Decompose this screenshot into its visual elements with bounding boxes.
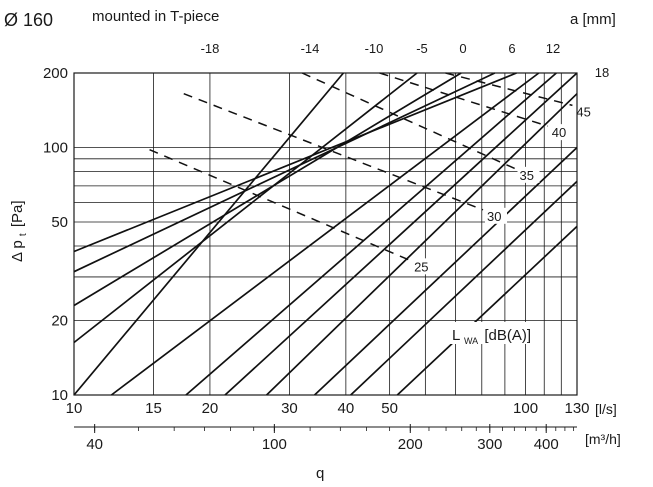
damper-line <box>396 225 578 396</box>
x-tick-label-m3h: 40 <box>86 436 103 453</box>
damper-line <box>73 72 496 273</box>
lwa-label-sub: WA <box>464 336 478 346</box>
y-axis-title-unit: [Pa] <box>9 200 26 227</box>
x-tick-label-m3h: 100 <box>262 436 287 453</box>
chart-subtitle: mounted in T-piece <box>92 8 219 25</box>
sound-contour-label-bg <box>485 207 508 224</box>
y-axis-title-sub: t <box>18 233 29 236</box>
y-axis-title: Δ p t [Pa] <box>9 200 30 262</box>
sound-contour-label: 25 <box>414 259 428 274</box>
damper-label: 18 <box>595 65 609 80</box>
x-tick-label-ls: 30 <box>281 400 298 417</box>
x-tick-label-ls: 40 <box>338 400 355 417</box>
damper-label: 12 <box>546 41 560 56</box>
y-tick-label: 20 <box>51 312 68 329</box>
lwa-label-main: L <box>452 327 460 344</box>
sound-contours: 25 30 35 40 45 <box>149 72 597 275</box>
sound-contour-label: 40 <box>552 125 566 140</box>
sound-contour-line <box>379 72 548 127</box>
damper-line <box>185 72 557 396</box>
lwa-label-bg <box>449 322 541 344</box>
damper-axis-title: a [mm] <box>570 11 616 28</box>
x-tick-label-ls: 20 <box>202 400 219 417</box>
x-tick-label-m3h: 400 <box>534 436 559 453</box>
x-tick-label-ls: 50 <box>381 400 398 417</box>
damper-line <box>73 72 418 344</box>
damper-line <box>313 146 578 396</box>
damper-line <box>73 72 517 253</box>
sound-contour-line <box>183 92 484 211</box>
damper-line <box>73 72 462 307</box>
damper-line <box>350 180 578 396</box>
damper-line <box>73 72 345 396</box>
y-tick-label: 50 <box>51 214 68 231</box>
sound-contour-label: 30 <box>487 209 501 224</box>
x-tick-label-ls: 100 <box>513 400 538 417</box>
lwa-label: L WA [dB(A)] <box>452 327 531 348</box>
sound-contour-label: 45 <box>576 104 590 119</box>
damper-line <box>224 72 578 396</box>
y-tick-label: 10 <box>51 387 68 404</box>
y-axis-title-main: Δ p <box>9 240 26 262</box>
sound-contour-label-bg <box>574 103 597 120</box>
damper-lines <box>73 72 578 396</box>
x-unit-m3h: [m³/h] <box>585 431 621 447</box>
damper-line <box>265 93 578 396</box>
y-tick-label: 100 <box>43 140 68 157</box>
x-tick-label-ls: 15 <box>145 400 162 417</box>
x-tick-label-m3h: 200 <box>398 436 423 453</box>
lwa-label-unit: [dB(A)] <box>484 327 531 344</box>
sound-contour-line <box>445 72 573 107</box>
damper-label: -14 <box>301 41 320 56</box>
x-unit-ls: [l/s] <box>595 401 617 417</box>
x-tick-label-m3h: 300 <box>477 436 502 453</box>
damper-label: 0 <box>459 41 466 56</box>
x-axis-title: q <box>316 465 324 482</box>
damper-label: -18 <box>201 41 220 56</box>
damper-line <box>110 72 540 396</box>
sound-contour-label-bg <box>412 258 435 275</box>
sound-contour-label-bg <box>549 124 572 141</box>
y-tick-label: 200 <box>43 65 68 82</box>
sound-contour-label-bg <box>517 166 540 183</box>
x-tick-label-ls: 130 <box>564 400 589 417</box>
sound-contour-label: 35 <box>519 168 533 183</box>
damper-label: 6 <box>508 41 515 56</box>
sound-contour-line <box>301 72 516 170</box>
tick-labels: 10 20 50 100 200 10 15 20 30 40 50 100 130 40 100 200 30… <box>43 41 609 453</box>
damper-label: -10 <box>365 41 384 56</box>
chart-title: Ø 160 <box>4 10 53 30</box>
x-tick-label-ls: 10 <box>66 400 83 417</box>
plot-frame <box>73 72 578 396</box>
damper-label: -5 <box>416 41 428 56</box>
